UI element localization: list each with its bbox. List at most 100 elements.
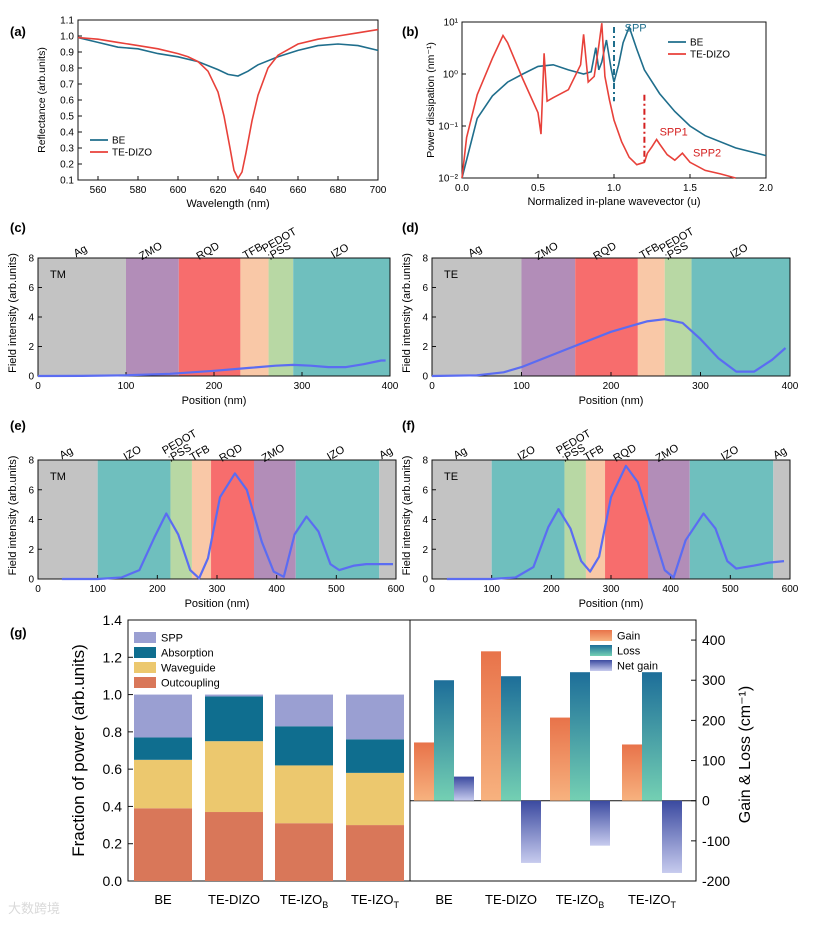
panel-label-b: (b) <box>402 24 419 39</box>
x-tick-label-c: 200 <box>206 381 223 392</box>
mode-label-d: TE <box>444 269 458 281</box>
x-tick-label-a: 580 <box>130 185 147 196</box>
y-tick-label-g-left: 1.4 <box>103 612 123 628</box>
y-tick-label-b: 10⁻¹ <box>438 122 458 133</box>
stack-segment-waveguide <box>346 772 404 826</box>
y-tick-label-a: 0.3 <box>60 144 74 155</box>
x-tick-label-a: 660 <box>290 185 307 196</box>
y-tick-label-a: 0.4 <box>60 128 74 139</box>
layer-label-e-1: Ag <box>58 445 76 462</box>
x-tick-label-e: 400 <box>268 584 285 595</box>
layer-band-f-7 <box>689 460 774 579</box>
layer-band-f-6 <box>647 460 690 579</box>
field-curve-c <box>37 359 386 378</box>
x-tick-label-e: 500 <box>328 584 345 595</box>
x-axis-label-d: Position (nm) <box>579 395 644 407</box>
category-label-g-left: TE-IZOB <box>280 892 329 910</box>
layer-label-f-8: Ag <box>771 445 789 462</box>
legend-swatch-g-left-4 <box>134 677 156 688</box>
x-tick-label-c: 300 <box>294 381 311 392</box>
y-tick-label-e: 0 <box>28 575 34 586</box>
layer-band-d-1 <box>432 258 522 376</box>
y-axis-label-g-left: Fraction of power (arb.units) <box>69 644 88 857</box>
category-subscript: T <box>671 900 677 910</box>
y-axis-label-b: Power dissipation (nm⁻¹) <box>425 42 437 158</box>
y-tick-label-a: 0.2 <box>60 160 74 171</box>
category-label-g-left: TE-IZOT <box>351 892 400 910</box>
y-tick-label-f: 0 <box>422 575 428 586</box>
y-axis-label-c: Field intensity (arb.units) <box>7 253 19 373</box>
panel-label-c: (c) <box>10 220 26 235</box>
y-axis-label-d: Field intensity (arb.units) <box>401 253 413 373</box>
annotation-b-1: SPP <box>625 23 647 35</box>
stack-segment-absorption <box>134 737 192 760</box>
x-tick-label-f: 600 <box>782 584 799 595</box>
layer-band-e-8 <box>379 460 396 579</box>
y-axis-label-e: Field intensity (arb.units) <box>7 456 19 576</box>
legend-swatch-g-right-1 <box>590 630 612 641</box>
bar-loss <box>434 680 454 801</box>
layer-band-e-2 <box>97 460 171 579</box>
bar-net-gain <box>454 776 474 801</box>
bar-gain <box>414 742 434 801</box>
y-tick-label-c: 0 <box>28 372 34 383</box>
field-curve-e <box>61 472 393 581</box>
x-axis-label-e: Position (nm) <box>185 598 250 610</box>
legend-label-a-1: BE <box>112 136 126 147</box>
legend-label-g-left-4: Outcoupling <box>161 678 220 690</box>
bar-net-gain <box>590 800 610 846</box>
y-tick-label-c: 2 <box>28 342 34 353</box>
legend-swatch-g-right-3 <box>590 660 612 671</box>
panel-label-d: (d) <box>402 220 419 235</box>
x-axis-label-f: Position (nm) <box>579 598 644 610</box>
y-tick-label-a: 0.6 <box>60 96 74 107</box>
bar-loss <box>642 672 662 801</box>
x-tick-label-c: 400 <box>382 381 399 392</box>
x-tick-label-c: 0 <box>35 381 41 392</box>
stack-segment-waveguide <box>275 765 333 824</box>
x-tick-label-f: 0 <box>429 584 435 595</box>
legend-label-g-right-2: Loss <box>617 646 641 658</box>
panel-label-a: (a) <box>10 24 26 39</box>
layer-band-f-5 <box>605 460 648 579</box>
y-tick-label-g-right: 400 <box>702 632 726 648</box>
category-label-g-right: BE <box>435 892 453 907</box>
y-tick-label-a: 1.0 <box>60 32 74 43</box>
y-tick-label-e: 4 <box>28 515 34 526</box>
y-axis-label-f: Field intensity (arb.units) <box>401 456 413 576</box>
annotation-b-2: SPP1 <box>660 127 688 139</box>
y-tick-label-g-right: 100 <box>702 753 726 769</box>
y-tick-label-c: 6 <box>28 283 34 294</box>
y-tick-label-g-left: 0.2 <box>103 836 123 852</box>
legend-label-g-left-2: Absorption <box>161 648 214 660</box>
x-tick-label-e: 600 <box>388 584 405 595</box>
watermark: 大数跨境 <box>8 901 61 916</box>
y-tick-label-g-right: 300 <box>702 672 726 688</box>
stack-segment-outcoupling <box>205 812 263 881</box>
y-tick-label-e: 6 <box>28 485 34 496</box>
legend-label-g-right-3: Net gain <box>617 661 658 673</box>
x-tick-label-d: 100 <box>513 381 530 392</box>
y-tick-label-f: 8 <box>422 456 428 467</box>
stack-segment-absorption <box>275 726 333 766</box>
x-tick-label-f: 300 <box>603 584 620 595</box>
x-tick-label-e: 100 <box>89 584 106 595</box>
stack-segment-spp <box>134 694 192 738</box>
series-line-b-2 <box>461 23 736 179</box>
y-tick-label-c: 4 <box>28 313 34 324</box>
x-tick-label-d: 300 <box>692 381 709 392</box>
bar-loss <box>570 672 590 801</box>
layer-band-e-4 <box>191 460 212 579</box>
x-tick-label-f: 500 <box>722 584 739 595</box>
category-subscript: B <box>322 900 328 910</box>
panel-label-e: (e) <box>10 418 26 433</box>
y-tick-label-g-left: 0.8 <box>103 724 123 740</box>
category-subscript: B <box>598 900 604 910</box>
y-tick-label-a: 0.7 <box>60 80 74 91</box>
y-tick-label-e: 8 <box>28 456 34 467</box>
x-tick-label-d: 0 <box>429 381 435 392</box>
layer-label-e-8: Ag <box>377 445 395 462</box>
layer-label-f-1: Ag <box>452 445 470 462</box>
y-tick-label-a: 0.8 <box>60 64 74 75</box>
mode-label-e: TM <box>50 471 66 483</box>
